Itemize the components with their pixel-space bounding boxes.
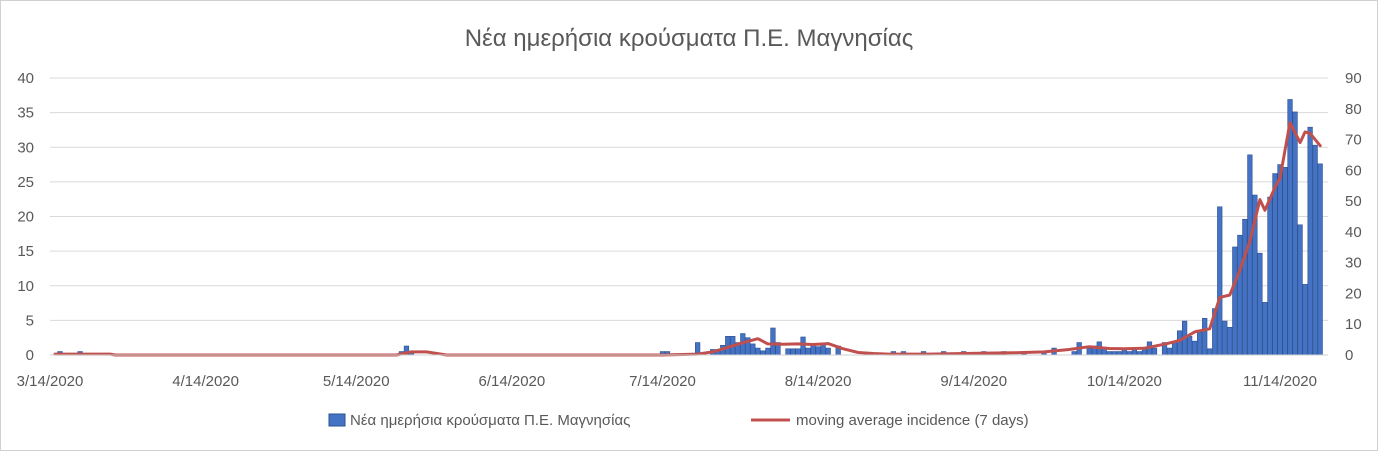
bar <box>1192 340 1198 356</box>
legend-bar-swatch <box>328 413 346 427</box>
y-left-tick-label: 0 <box>26 347 34 364</box>
bar <box>1202 317 1208 356</box>
left-y-axis: 0 5 10 15 20 25 30 35 40 <box>17 70 34 364</box>
bar <box>1187 336 1193 356</box>
x-tick-label: 10/14/2020 <box>1087 373 1162 390</box>
x-tick-label: 9/14/2020 <box>940 373 1007 390</box>
x-tick-label: 3/14/2020 <box>17 373 84 390</box>
bar <box>1297 224 1303 356</box>
x-tick-label: 7/14/2020 <box>629 373 696 390</box>
x-tick-label: 11/14/2020 <box>1243 373 1317 390</box>
bar <box>820 343 826 356</box>
y-right-tick-label: 0 <box>1345 347 1353 364</box>
x-tick-label: 5/14/2020 <box>323 373 390 390</box>
bar <box>1302 284 1308 356</box>
bar <box>1171 342 1178 356</box>
bar <box>1227 326 1233 356</box>
y-left-tick-label: 15 <box>17 243 34 260</box>
gridlines <box>50 77 1328 321</box>
bar <box>1257 252 1263 356</box>
y-left-tick-label: 5 <box>26 312 34 329</box>
chart-title: Νέα ημερήσια κρούσματα Π.Ε. Μαγνησίας <box>465 25 914 52</box>
bar <box>815 346 821 356</box>
y-left-tick-label: 25 <box>17 174 34 191</box>
bar <box>1217 206 1223 356</box>
legend-line-label: moving average incidence (7 days) <box>796 412 1029 429</box>
x-axis: 3/14/2020 4/14/2020 5/14/2020 6/14/2020 7/14… <box>17 373 1317 390</box>
y-right-tick-label: 10 <box>1345 316 1362 333</box>
bar <box>1136 351 1143 356</box>
bar <box>805 347 811 356</box>
bar <box>1222 320 1228 356</box>
y-right-tick-label: 40 <box>1345 224 1362 241</box>
y-left-tick-label: 10 <box>17 278 34 295</box>
bar <box>1317 163 1323 356</box>
bar <box>1151 347 1158 356</box>
bar <box>790 348 796 356</box>
bar <box>1131 349 1138 356</box>
bar <box>1267 196 1273 356</box>
bar <box>795 348 801 356</box>
bar <box>1176 330 1183 356</box>
bar <box>1166 347 1173 356</box>
bar <box>750 343 756 356</box>
bar <box>1307 126 1313 356</box>
right-y-axis: 0 10 20 30 40 50 60 70 80 90 <box>1345 70 1362 364</box>
y-right-tick-label: 70 <box>1345 132 1362 149</box>
bar <box>1111 351 1117 356</box>
y-right-tick-label: 20 <box>1345 285 1362 302</box>
bar <box>1247 154 1253 356</box>
bar-series <box>57 99 1323 356</box>
y-left-tick-label: 20 <box>17 209 34 226</box>
bar <box>1116 351 1122 356</box>
bar <box>1312 144 1318 356</box>
bar <box>1242 218 1248 356</box>
bar <box>1232 246 1238 356</box>
x-tick-label: 6/14/2020 <box>479 373 546 390</box>
y-left-tick-label: 40 <box>17 70 34 87</box>
bar <box>1071 351 1077 356</box>
y-right-tick-label: 50 <box>1345 193 1362 210</box>
bar <box>1262 302 1268 356</box>
bar <box>1272 173 1278 356</box>
bar <box>1292 111 1298 356</box>
y-right-tick-label: 30 <box>1345 255 1362 272</box>
y-right-tick-label: 90 <box>1345 70 1362 87</box>
bar <box>1126 351 1132 356</box>
y-left-tick-label: 35 <box>17 105 34 122</box>
bar <box>760 350 766 356</box>
y-right-tick-label: 80 <box>1345 101 1362 118</box>
bar <box>1086 347 1092 356</box>
bar <box>755 347 761 356</box>
y-left-tick-label: 30 <box>17 139 34 156</box>
bar <box>1277 164 1283 356</box>
bar <box>825 347 831 356</box>
bar <box>1106 351 1112 356</box>
bar <box>1237 234 1243 356</box>
x-tick-label: 8/14/2020 <box>785 373 852 390</box>
bar <box>1197 331 1203 356</box>
bar <box>765 347 771 356</box>
bar <box>770 327 776 356</box>
bar <box>1282 167 1288 356</box>
bar <box>1207 348 1213 356</box>
y-right-tick-label: 60 <box>1345 162 1362 179</box>
bar <box>800 336 806 356</box>
legend-bar-label: Νέα ημερήσια κρούσματα Π.Ε. Μαγνησίας <box>350 412 630 429</box>
bar <box>785 348 791 356</box>
legend: Νέα ημερήσια κρούσματα Π.Ε. Μαγνησίας mo… <box>328 412 1029 429</box>
x-tick-label: 4/14/2020 <box>172 373 239 390</box>
